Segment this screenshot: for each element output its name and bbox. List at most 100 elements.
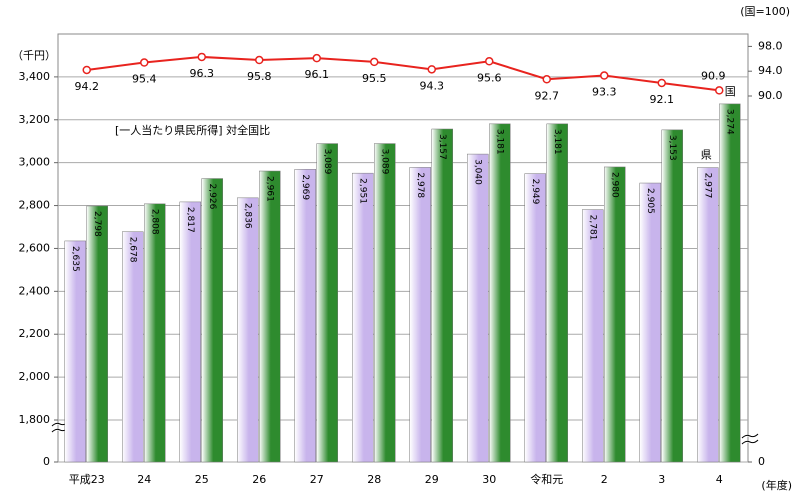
y-tick-label: 3,200	[19, 113, 51, 126]
x-tick-label: 30	[482, 473, 496, 486]
value-label: 2,969	[300, 174, 310, 200]
bar	[374, 143, 396, 463]
ratio-point	[600, 71, 609, 80]
value-label: 2,977	[702, 173, 712, 199]
y-tick-label: 2,200	[19, 327, 51, 340]
bar	[179, 201, 201, 463]
bar	[122, 231, 144, 463]
value-label: 3,157	[437, 134, 447, 160]
ratio-point	[715, 86, 724, 95]
bar	[639, 182, 661, 463]
value-label: 2,961	[264, 176, 274, 202]
bar	[582, 209, 604, 463]
bar	[316, 143, 338, 463]
value-label: 3,181	[552, 129, 562, 155]
value-label: 2,808	[149, 209, 159, 235]
y-tick-label: 2,000	[19, 370, 51, 383]
y-tick-label: 3,400	[19, 70, 51, 83]
bar	[64, 240, 86, 463]
x-tick-label: 3	[658, 473, 665, 486]
ratio-point	[542, 75, 551, 84]
y2-tick-label: 0	[758, 455, 765, 468]
bar	[719, 103, 741, 463]
ratio-point	[197, 52, 206, 62]
x-tick-label: 26	[252, 473, 266, 486]
ratio-label: 94.2	[75, 80, 100, 93]
y2-tick-label: 94.0	[758, 64, 783, 77]
bar	[546, 123, 568, 463]
y2-tick-label: 90.0	[758, 89, 783, 102]
x-tick-label: 27	[310, 473, 324, 486]
bar	[661, 129, 683, 463]
value-label: 2,949	[530, 179, 540, 205]
value-label: 2,926	[207, 184, 217, 210]
x-tick-label: 令和元	[530, 472, 563, 486]
ratio-point	[312, 53, 321, 63]
x-tick-label: 29	[425, 473, 439, 486]
legend-label: 県	[701, 149, 712, 162]
y-tick-label: 0	[43, 455, 50, 468]
y-tick-label: 2,400	[19, 284, 51, 297]
x-tick-label: 25	[195, 473, 209, 486]
ratio-label: 94.3	[420, 79, 445, 92]
bar	[237, 197, 259, 463]
ratio-label: 96.3	[190, 67, 215, 80]
bar	[409, 167, 431, 463]
ratio-label: 92.7	[535, 89, 560, 102]
bar	[144, 203, 166, 463]
ratio-point	[485, 57, 494, 66]
value-label: 3,153	[667, 135, 677, 161]
ratio-label: 93.3	[592, 86, 617, 99]
x-unit: (年度)	[761, 478, 792, 492]
ratio-point	[657, 78, 666, 88]
x-tick-label: 4	[716, 473, 723, 486]
ratio-point	[255, 55, 264, 65]
ratio-label: 95.6	[477, 71, 502, 84]
value-label: 2,980	[609, 172, 619, 198]
legend-label: 国	[725, 85, 736, 98]
ratio-label: 92.1	[650, 93, 675, 106]
ratio-label: 90.9	[701, 69, 726, 82]
value-label: 3,089	[322, 149, 332, 175]
bar	[697, 167, 719, 463]
bar	[294, 169, 316, 463]
bar	[86, 205, 108, 463]
bar	[201, 178, 223, 463]
value-label: 2,678	[127, 237, 137, 263]
y-tick-label: 3,000	[19, 156, 51, 169]
x-tick-label: 2	[601, 473, 608, 486]
value-label: 3,089	[379, 149, 389, 175]
ratio-point	[370, 57, 379, 67]
ratio-point	[140, 58, 149, 67]
y2-unit: (国=100)	[740, 5, 790, 18]
value-label: 2,817	[185, 207, 195, 233]
y-tick-label: 2,800	[19, 199, 51, 212]
ratio-line	[86, 55, 720, 92]
bar	[604, 166, 626, 463]
value-label: 2,635	[70, 246, 80, 272]
annotation: [一人当たり県民所得] 対全国比	[115, 123, 270, 137]
bar	[524, 173, 546, 463]
ratio-label: 95.4	[132, 73, 157, 86]
y-tick-label: 1,800	[19, 413, 51, 426]
x-tick-label: 28	[367, 473, 381, 486]
bar	[489, 123, 511, 463]
value-label: 3,274	[724, 109, 734, 135]
value-label: 2,781	[587, 215, 597, 241]
ratio-label: 95.8	[247, 70, 272, 83]
value-label: 2,836	[242, 203, 252, 229]
x-tick-label: 24	[137, 473, 151, 486]
value-label: 2,951	[357, 178, 367, 204]
bar	[431, 128, 453, 463]
bar	[467, 153, 489, 463]
value-label: 2,905	[645, 188, 655, 214]
y-unit: （千円）	[12, 49, 56, 62]
ratio-point	[82, 65, 91, 75]
value-label: 2,798	[92, 211, 102, 237]
y-tick-label: 2,600	[19, 241, 51, 254]
ratio-label: 95.5	[362, 72, 387, 85]
bar	[352, 172, 374, 463]
value-label: 2,978	[415, 172, 425, 198]
bar	[259, 170, 281, 463]
